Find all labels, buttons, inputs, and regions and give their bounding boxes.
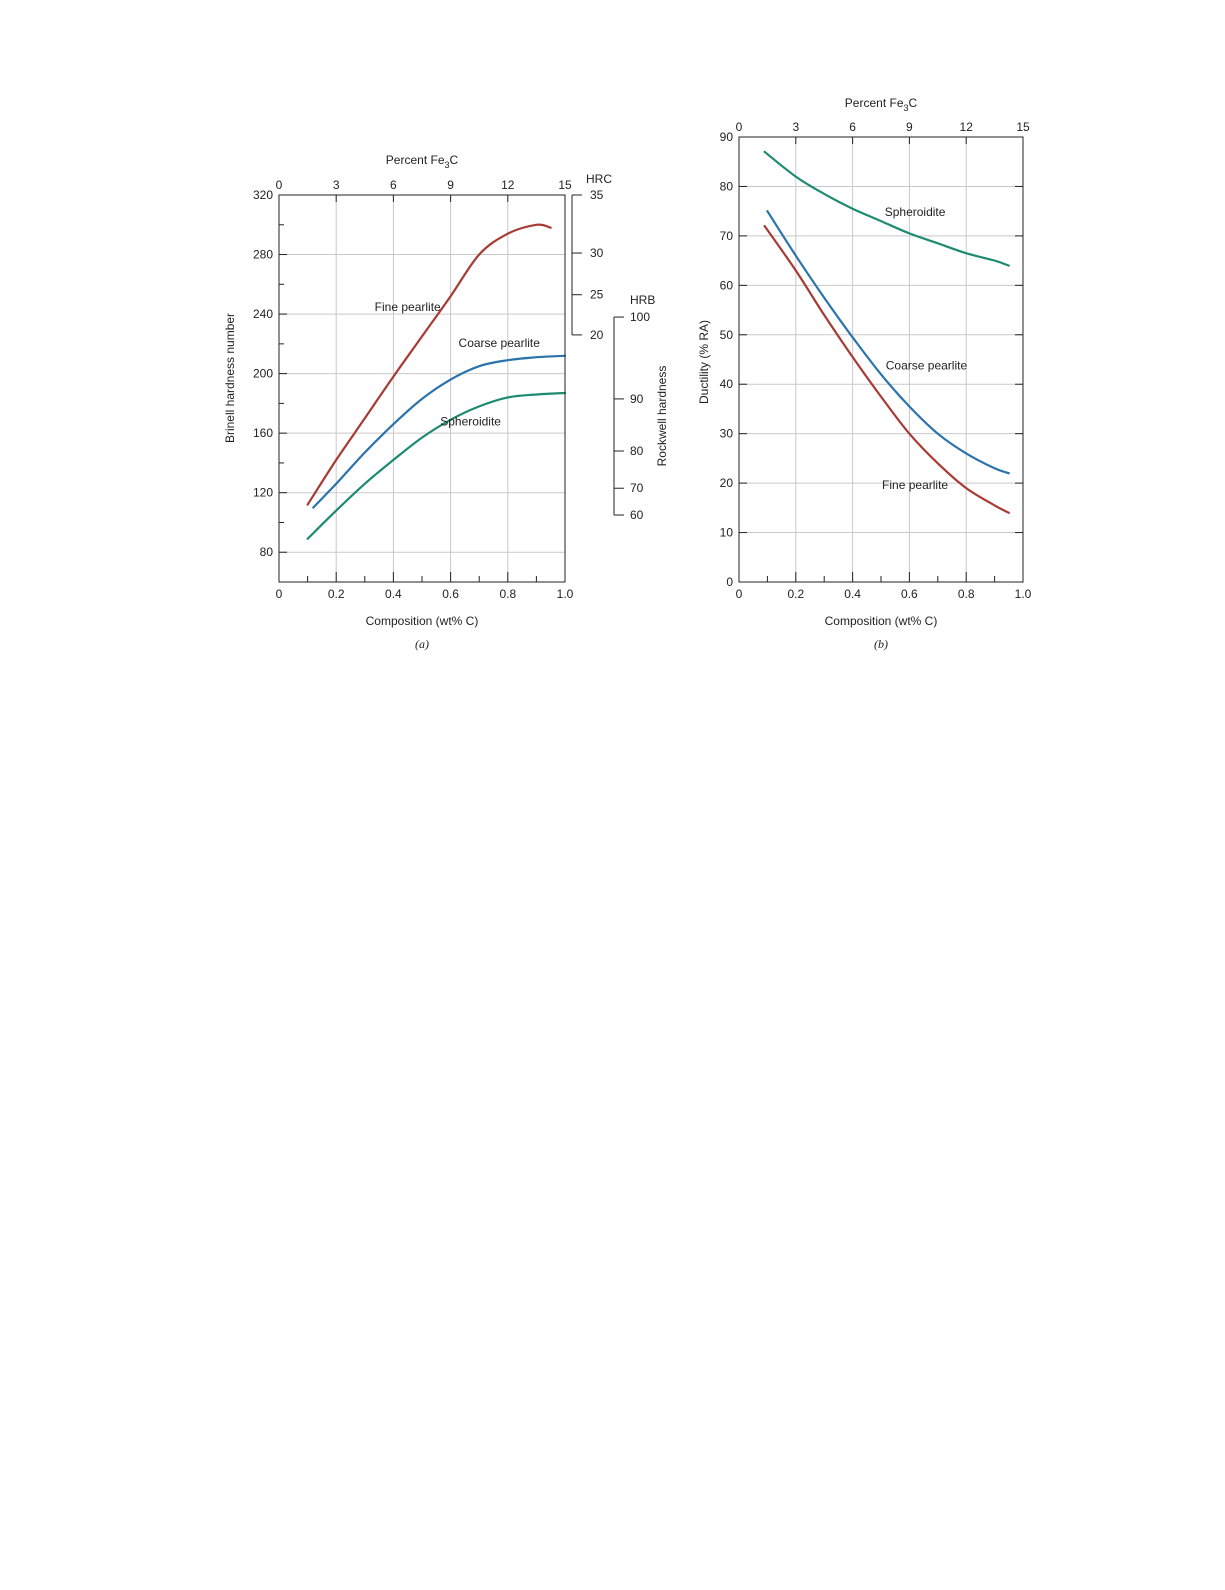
series-line-spheroidite	[763, 150, 1010, 267]
x-tick-label: 0.8	[499, 587, 516, 601]
y-tick-label: 30	[720, 427, 734, 441]
series-line-coarse-pearlite	[766, 210, 1010, 475]
y-tick-label: 40	[720, 377, 734, 391]
chart-a-series-labels: Fine pearlite Coarse pearlite Spheroidite	[375, 300, 541, 429]
top-tick-label: 15	[1016, 120, 1030, 134]
x-tick-label: 0	[276, 587, 283, 601]
y-tick-label: 60	[720, 278, 734, 292]
x-tick-label: 0.4	[385, 587, 402, 601]
top-tick-label: 0	[276, 178, 283, 192]
hrc-tick-label: 25	[590, 288, 604, 302]
hrb-tick-label: 60	[630, 508, 644, 522]
chart-b-y-ticks: 0 10 20 30 40 50 60 70 80 90	[720, 130, 1023, 589]
x-tick-label: 0.2	[328, 587, 345, 601]
top-tick-label: 12	[501, 178, 515, 192]
series-line-spheroidite	[306, 391, 567, 540]
hrc-tick-label: 20	[590, 328, 604, 342]
series-label: Spheroidite	[440, 415, 501, 429]
chart-a-hrb-label: HRB	[630, 293, 655, 307]
y-tick-label: 90	[720, 130, 734, 144]
x-tick-label: 0.6	[901, 587, 918, 601]
chart-a-caption: (a)	[415, 637, 429, 651]
y-tick-label: 80	[260, 545, 274, 559]
chart-a-hrb-scale: 100 90 80 70 60	[613, 310, 650, 522]
hrb-tick-label: 90	[630, 392, 644, 406]
y-tick-label: 200	[253, 367, 273, 381]
x-tick-label: 1.0	[557, 587, 574, 601]
chart-b-x-axis-label: Composition (wt% C)	[825, 614, 938, 628]
top-tick-label: 9	[906, 120, 913, 134]
y-tick-label: 0	[726, 575, 733, 589]
chart-a-y-ticks: 80 120 160 200 240 280 320	[253, 188, 287, 559]
series-label: Fine pearlite	[882, 478, 948, 492]
top-tick-label: 3	[333, 178, 340, 192]
y-tick-label: 240	[253, 307, 273, 321]
y-tick-label: 50	[720, 328, 734, 342]
x-tick-label: 0.6	[442, 587, 459, 601]
chart-a-right-axis-label: Rockwell hardness	[655, 366, 669, 467]
y-tick-label: 70	[720, 229, 734, 243]
chart-a-x-axis-label: Composition (wt% C)	[366, 614, 479, 628]
chart-a-x-ticks: 0 0.2 0.4 0.6 0.8 1.0	[276, 572, 574, 601]
hrc-tick-label: 35	[590, 188, 604, 202]
top-tick-label: 6	[849, 120, 856, 134]
series-line-fine-pearlite	[763, 224, 1010, 514]
top-tick-label: 3	[792, 120, 799, 134]
series-line-fine-pearlite	[306, 223, 552, 506]
chart-a-top-ticks: 0 3 6 9 12 15	[276, 178, 572, 202]
top-tick-label: 9	[447, 178, 454, 192]
chart-a-y-axis-label: Brinell hardness number	[223, 313, 237, 443]
chart-a-top-axis-label: Percent Fe3C	[386, 153, 459, 170]
y-tick-label: 280	[253, 248, 273, 262]
top-tick-label: 12	[960, 120, 974, 134]
chart-b-grid	[739, 137, 1023, 582]
series-line-coarse-pearlite	[312, 354, 567, 509]
x-tick-label: 1.0	[1015, 587, 1032, 601]
x-tick-label: 0	[736, 587, 743, 601]
y-tick-label: 10	[720, 526, 734, 540]
series-label: Coarse pearlite	[886, 358, 968, 372]
series-label: Fine pearlite	[375, 300, 441, 314]
x-tick-label: 0.8	[958, 587, 975, 601]
chart-b-y-axis-label: Ductility (% RA)	[697, 320, 711, 404]
series-label: Coarse pearlite	[459, 336, 541, 350]
y-tick-label: 320	[253, 188, 273, 202]
chart-a-hrc-scale: 35 30 25 20	[571, 188, 604, 342]
hrb-tick-label: 70	[630, 481, 644, 495]
chart-b-series	[763, 150, 1010, 514]
x-tick-label: 0.2	[787, 587, 804, 601]
hrb-tick-label: 80	[630, 444, 644, 458]
chart-b-series-labels: Spheroidite Coarse pearlite Fine pearlite	[882, 205, 967, 492]
chart-b-ductility: 0 0.2 0.4 0.6 0.8 1.0 0 10 20 30 40 50 60 70 80 90 0 3 6…	[697, 96, 1032, 651]
y-tick-label: 160	[253, 426, 273, 440]
y-tick-label: 20	[720, 476, 734, 490]
series-label: Spheroidite	[885, 205, 946, 219]
y-tick-label: 120	[253, 486, 273, 500]
chart-a-series	[306, 223, 567, 540]
top-tick-label: 0	[736, 120, 743, 134]
hrc-tick-label: 30	[590, 246, 604, 260]
chart-b-plot-frame	[738, 136, 1024, 583]
chart-b-top-axis-label: Percent Fe3C	[845, 96, 918, 113]
chart-b-top-ticks: 0 3 6 9 12 15	[736, 120, 1030, 144]
chart-b-caption: (b)	[874, 637, 888, 651]
top-tick-label: 15	[558, 178, 572, 192]
top-tick-label: 6	[390, 178, 397, 192]
y-tick-label: 80	[720, 179, 734, 193]
chart-b-x-ticks: 0 0.2 0.4 0.6 0.8 1.0	[736, 572, 1032, 601]
hrb-tick-label: 100	[630, 310, 650, 324]
chart-a-hrc-label: HRC	[586, 172, 612, 186]
x-tick-label: 0.4	[844, 587, 861, 601]
